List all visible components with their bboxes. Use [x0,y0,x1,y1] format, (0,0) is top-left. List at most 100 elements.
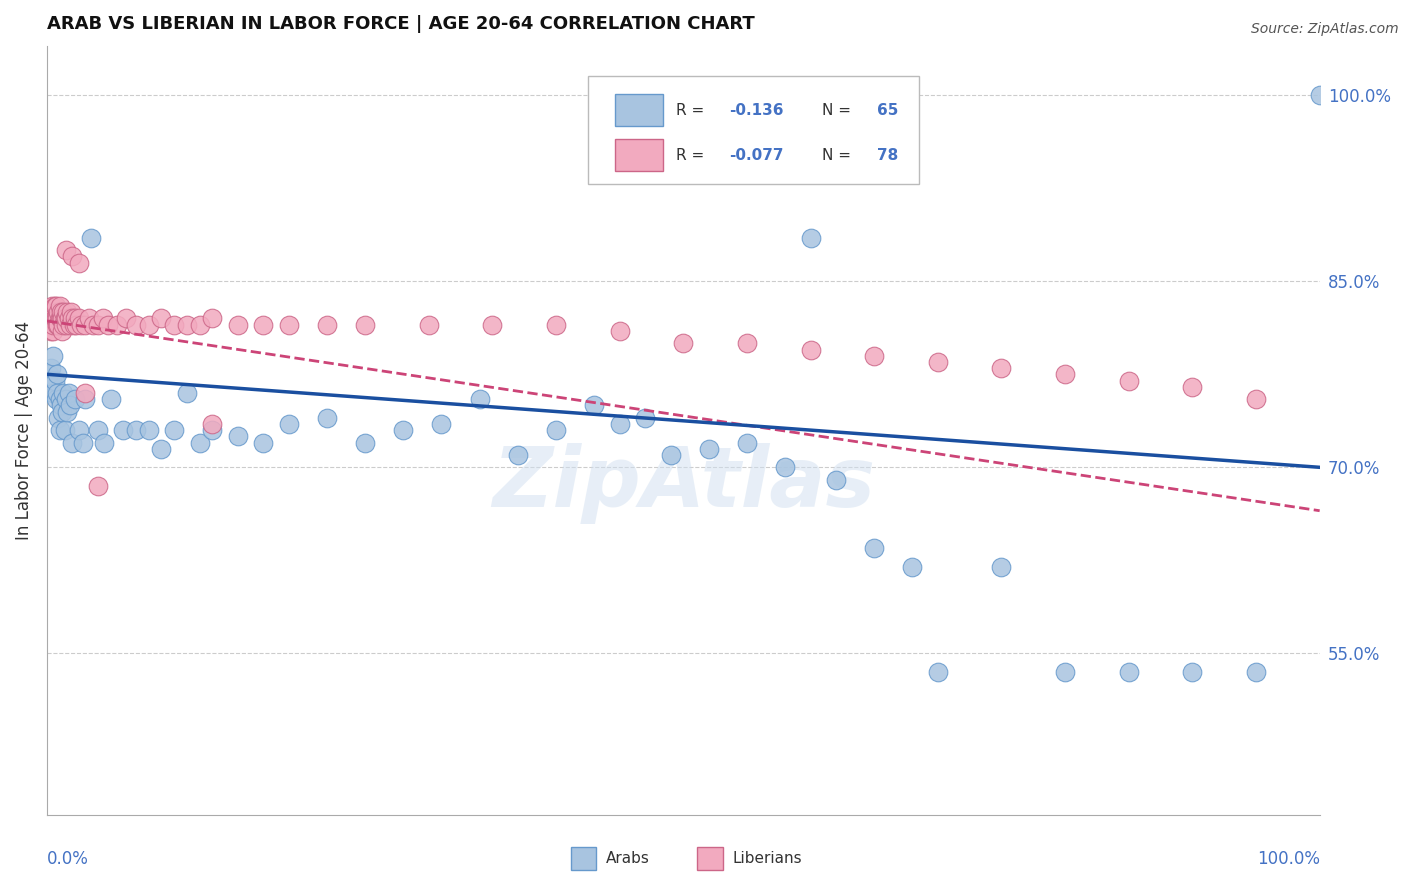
Point [634,410,657,425]
Text: R =: R = [676,148,714,162]
Point [77,311,100,326]
Point [38,311,60,326]
Point [59,318,82,332]
Point [42,324,65,338]
Text: Source: ZipAtlas.com: Source: ZipAtlas.com [1251,22,1399,37]
Point [80,231,103,245]
Point [55,311,77,326]
Point [150,311,173,326]
Point [58,385,80,400]
Point [49,398,72,412]
Point [42,349,65,363]
Point [72,435,94,450]
Point [48,423,70,437]
Point [91,311,114,326]
Point [609,417,631,431]
Point [58,311,80,326]
Point [1181,380,1204,394]
Point [825,473,848,487]
Text: -0.136: -0.136 [730,103,783,118]
Point [75,392,97,406]
Point [1118,665,1140,679]
Point [87,479,110,493]
Point [252,318,274,332]
Point [354,318,377,332]
Point [316,410,339,425]
Point [52,305,75,319]
Point [39,305,62,319]
Point [63,392,86,406]
Point [163,423,186,437]
Point [48,311,70,326]
Point [49,305,72,319]
FancyBboxPatch shape [614,139,662,171]
Point [56,305,79,319]
Point [44,374,66,388]
Text: ARAB VS LIBERIAN IN LABOR FORCE | AGE 20-64 CORRELATION CHART: ARAB VS LIBERIAN IN LABOR FORCE | AGE 20… [46,15,755,33]
Point [316,318,339,332]
Point [252,435,274,450]
Point [226,318,249,332]
Point [55,318,77,332]
Point [82,318,104,332]
Point [60,435,83,450]
Point [114,311,136,326]
Point [468,392,491,406]
Point [59,398,82,412]
Point [1054,665,1077,679]
Point [901,559,924,574]
Point [799,231,821,245]
Point [75,385,97,400]
Point [52,318,75,332]
Point [659,448,682,462]
Point [52,385,75,400]
Point [46,318,69,332]
Point [45,311,67,326]
Point [60,250,83,264]
Point [67,423,90,437]
Point [38,368,60,382]
Point [39,324,62,338]
Point [45,299,67,313]
Point [55,244,77,258]
Point [163,318,186,332]
Point [735,435,758,450]
Point [927,665,949,679]
Point [1309,88,1331,103]
Point [53,423,76,437]
Point [188,318,211,332]
Point [37,318,59,332]
Point [188,435,211,450]
Point [277,318,299,332]
Point [60,305,83,319]
Point [1118,374,1140,388]
Point [927,355,949,369]
Point [609,324,631,338]
Point [1054,368,1077,382]
Point [863,541,886,555]
Point [46,385,69,400]
Point [67,311,90,326]
Point [63,311,86,326]
Point [46,318,69,332]
Point [97,318,120,332]
Point [418,318,440,332]
Point [138,423,160,437]
Point [201,311,224,326]
Point [70,318,93,332]
Y-axis label: In Labor Force | Age 20-64: In Labor Force | Age 20-64 [15,320,32,540]
Point [863,349,886,363]
Point [53,311,76,326]
Text: ZipAtlas: ZipAtlas [492,443,875,524]
Text: 0.0%: 0.0% [46,849,89,868]
Point [56,404,79,418]
Point [87,423,110,437]
Point [51,311,73,326]
Point [100,392,122,406]
Point [1244,665,1267,679]
Point [672,336,695,351]
Point [112,423,135,437]
Point [544,423,567,437]
Point [176,385,198,400]
Point [150,442,173,456]
